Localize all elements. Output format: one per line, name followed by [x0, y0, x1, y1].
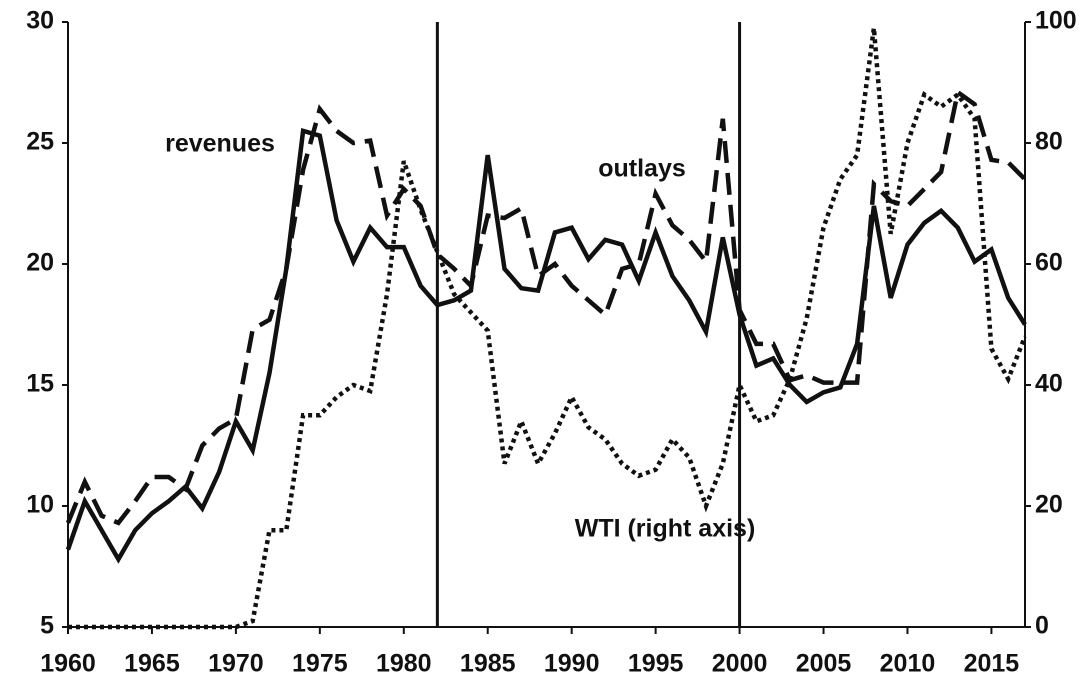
- x-tick-label: 1965: [124, 650, 180, 678]
- x-tick-label: 1995: [628, 650, 684, 678]
- y-tick-label: 30: [26, 7, 54, 35]
- y-tick-label: 20: [26, 249, 54, 277]
- x-tick-label: 1975: [292, 650, 348, 678]
- y-tick-label: 5: [40, 612, 54, 640]
- series-label: revenues: [165, 130, 275, 158]
- x-tick-label: 1970: [208, 650, 264, 678]
- y-tick-label: 25: [26, 128, 54, 156]
- x-tick-label: 1990: [544, 650, 600, 678]
- y2-tick-label: 20: [1035, 491, 1063, 519]
- x-tick-label: 1985: [460, 650, 516, 678]
- y2-tick-label: 0: [1035, 612, 1049, 640]
- x-tick-label: 1980: [376, 650, 432, 678]
- x-tick-label: 2010: [880, 650, 936, 678]
- y-tick-label: 10: [26, 491, 54, 519]
- series-label: WTI (right axis): [575, 515, 756, 543]
- y2-tick-label: 100: [1035, 7, 1077, 35]
- series-line: [65, 128, 1027, 564]
- x-tick-label: 1960: [40, 650, 96, 678]
- series-line: [65, 88, 1027, 526]
- y-tick-label: 15: [26, 370, 54, 398]
- series-label: outlays: [598, 155, 686, 183]
- x-tick-label: 2005: [796, 650, 852, 678]
- y2-tick-label: 80: [1035, 128, 1063, 156]
- x-tick-label: 2015: [964, 650, 1020, 678]
- y2-tick-label: 40: [1035, 370, 1063, 398]
- x-tick-label: 2000: [712, 650, 768, 678]
- series-line: [68, 27, 1028, 630]
- y2-tick-label: 60: [1035, 249, 1063, 277]
